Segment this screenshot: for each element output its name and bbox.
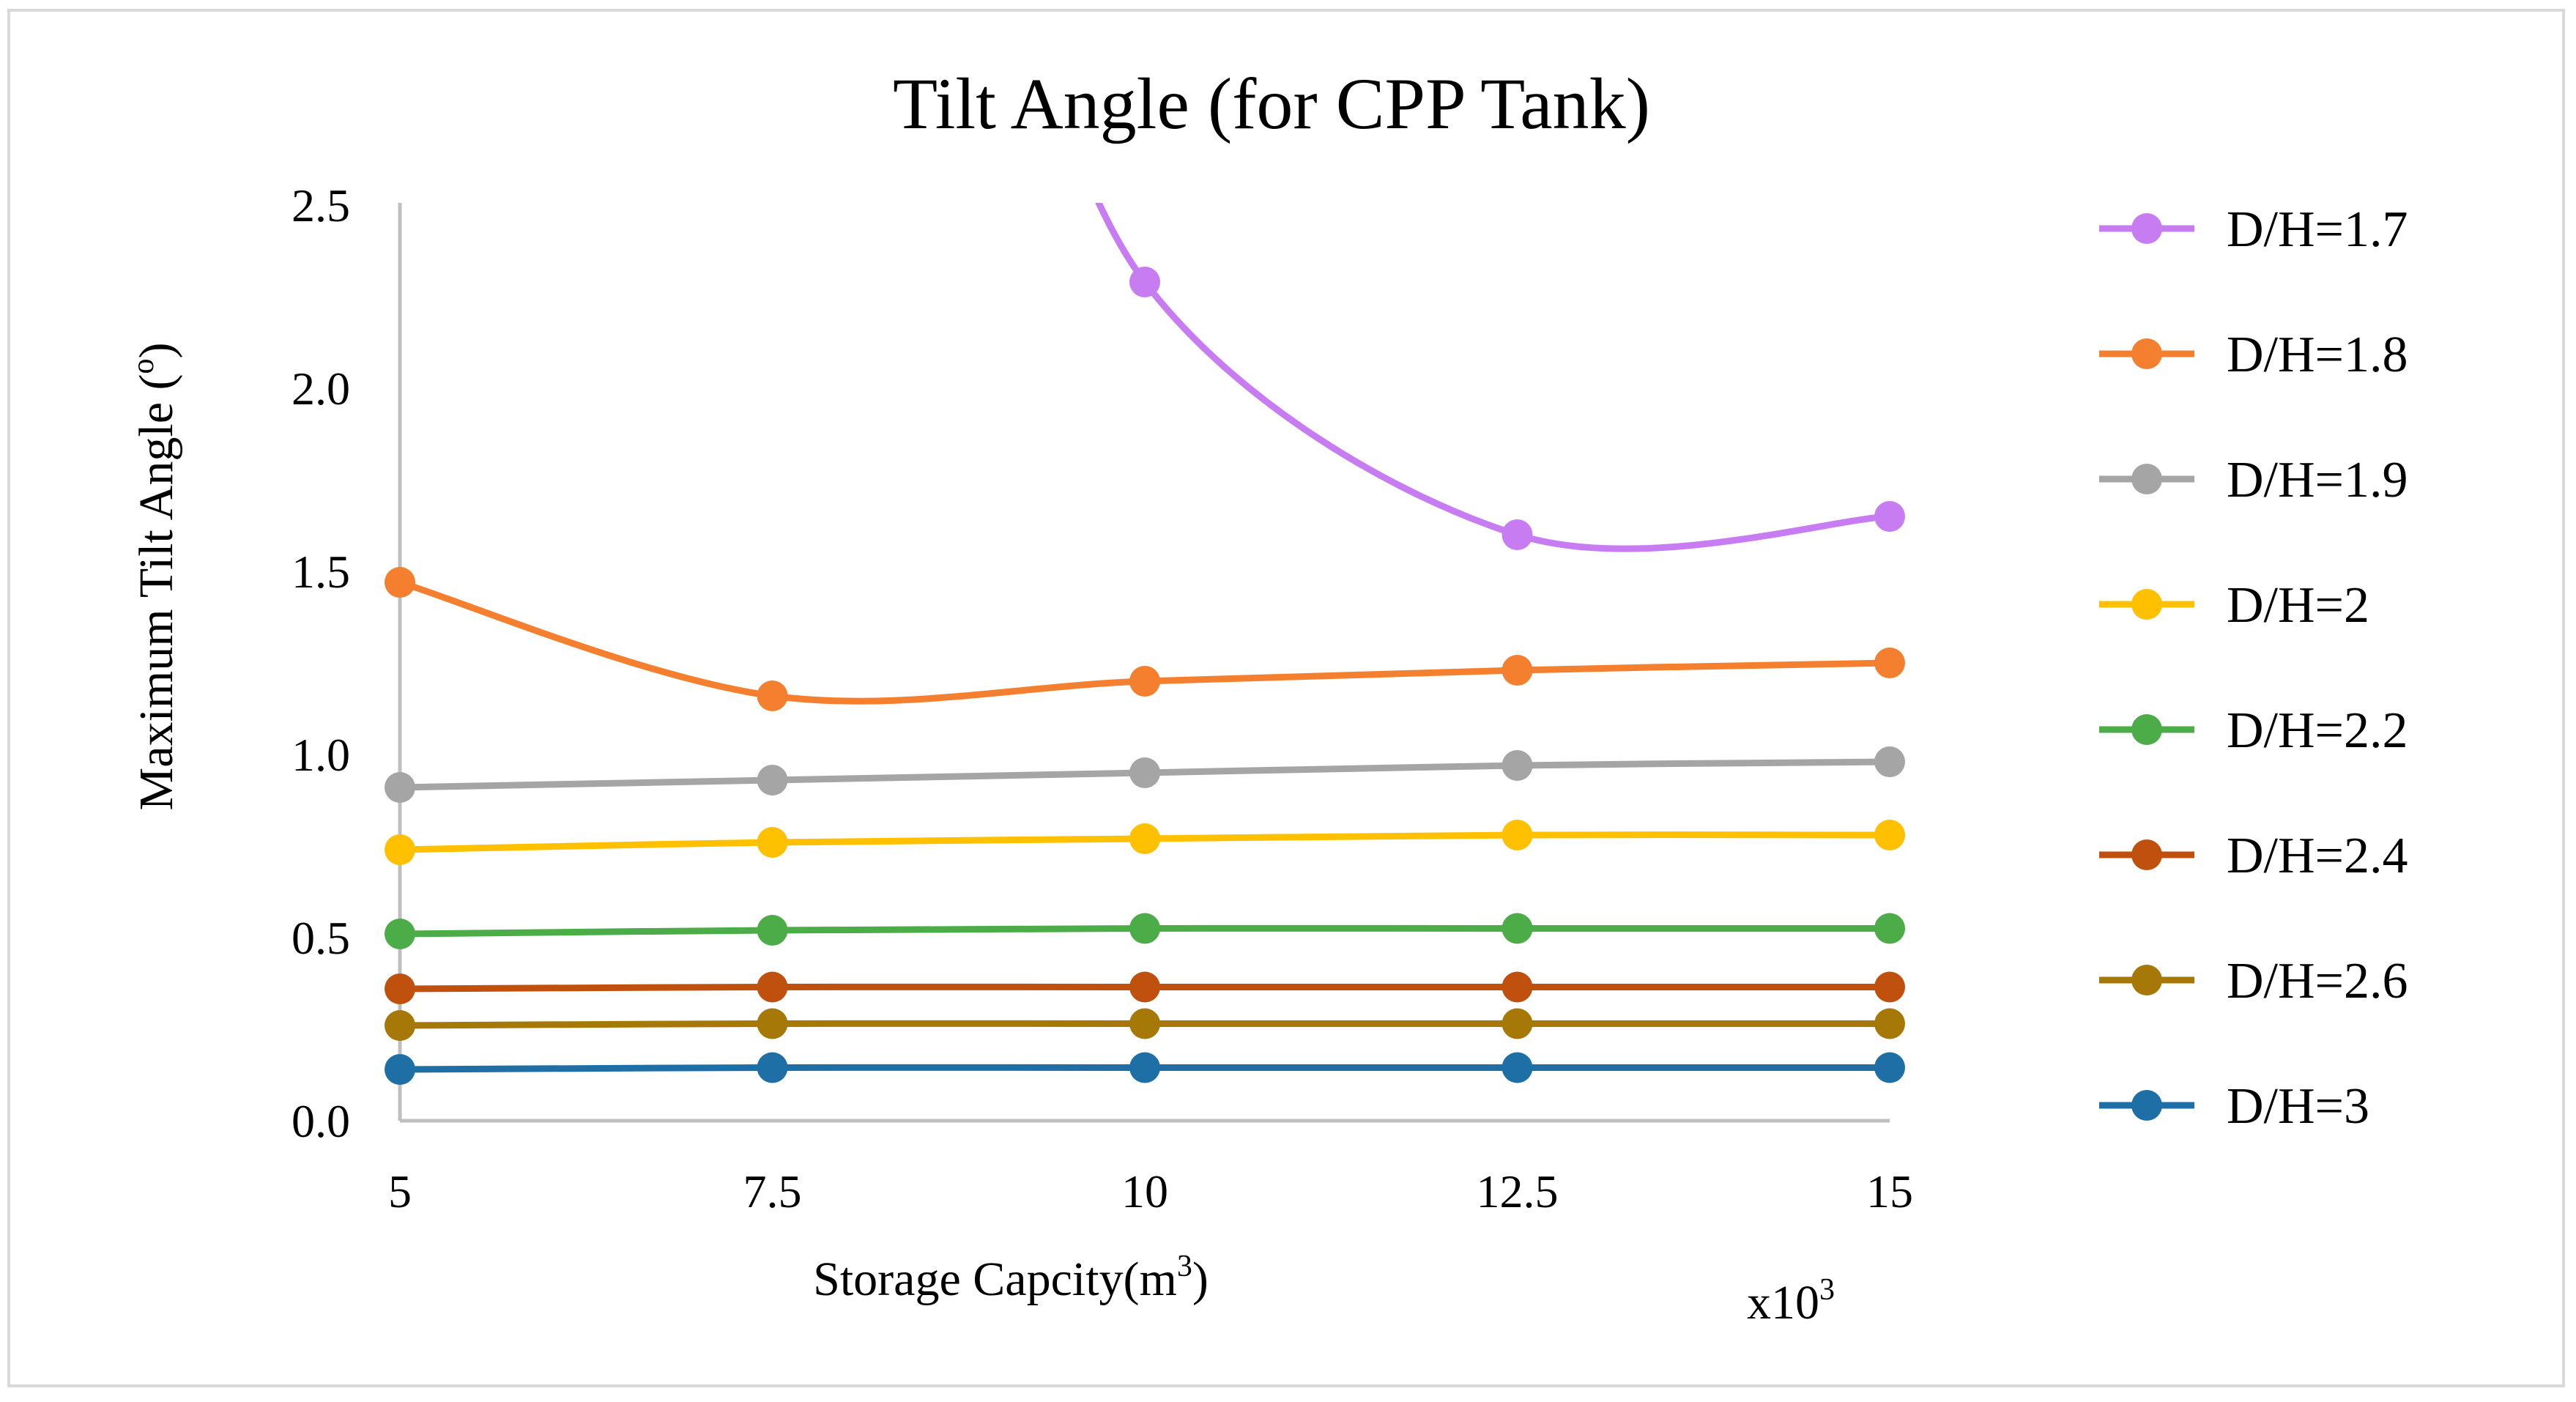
series-line-0 (1095, 203, 1893, 552)
data-point-1 (1129, 666, 1160, 697)
data-point-2 (757, 765, 788, 795)
legend-label-6: D/H=2.6 (2227, 953, 2408, 1009)
data-point-3 (757, 827, 788, 858)
legend: D/H=1.7 D/H=1.8 D/H=1.9 D/H=2 D/H=2.2 D/H=2.4… (2099, 201, 2408, 1135)
legend-label-5: D/H=2.4 (2227, 828, 2408, 884)
legend-label-2: D/H=1.9 (2227, 452, 2408, 508)
data-point-2 (1502, 750, 1533, 781)
data-point-3 (1502, 820, 1533, 850)
legend-marker-5 (2131, 839, 2162, 870)
x-axis-multiplier-superscript: 3 (1819, 1273, 1835, 1307)
x-tick-label: 12.5 (1477, 1165, 1559, 1217)
data-point-2 (385, 772, 415, 803)
data-point-6 (1874, 1008, 1905, 1039)
data-point-4 (385, 919, 415, 949)
x-tick-label: 5 (388, 1165, 412, 1217)
data-point-1 (385, 567, 415, 598)
data-point-7 (757, 1052, 788, 1083)
legend-label-4: D/H=2.2 (2227, 702, 2408, 759)
data-point-4 (1502, 913, 1533, 944)
y-tick-label: 1.0 (292, 729, 350, 781)
x-axis-title-text: Storage Capcity(m (813, 1253, 1177, 1306)
x-tick-label: 10 (1121, 1165, 1168, 1217)
legend-marker-2 (2131, 464, 2162, 494)
data-point-3 (1874, 820, 1905, 850)
data-point-0 (1129, 267, 1160, 297)
legend-marker-6 (2131, 965, 2162, 995)
y-axis-title-text: Maximum Tilt Angle ( (130, 374, 183, 811)
x-tick-label: 7.5 (743, 1165, 802, 1217)
data-point-5 (757, 971, 788, 1003)
data-point-7 (1874, 1052, 1905, 1083)
legend-label-1: D/H=1.8 (2227, 327, 2408, 383)
x-axis-title-superscript: 3 (1177, 1250, 1192, 1283)
y-axis-title: Maximum Tilt Angle (o) (127, 343, 183, 811)
data-point-6 (1129, 1008, 1160, 1039)
legend-label-3: D/H=2 (2227, 577, 2369, 634)
y-tick-label: 2.0 (292, 363, 350, 415)
data-point-2 (1874, 746, 1905, 777)
data-point-5 (1502, 971, 1533, 1003)
data-point-7 (1129, 1052, 1160, 1083)
legend-label-0: D/H=1.7 (2227, 201, 2408, 258)
x-axis-multiplier: x103 (1747, 1273, 1835, 1329)
y-tick-label: 2.5 (292, 179, 350, 231)
data-point-5 (1874, 971, 1905, 1003)
legend-marker-4 (2131, 714, 2162, 745)
data-point-4 (1874, 913, 1905, 944)
data-point-4 (1129, 913, 1160, 944)
data-point-4 (757, 915, 788, 946)
y-tick-label: 0.5 (292, 912, 350, 964)
x-tick-labels: 5 7.5 10 12.5 15 (388, 1165, 1913, 1217)
data-point-6 (385, 1010, 415, 1041)
legend-marker-7 (2131, 1090, 2162, 1121)
data-point-5 (1129, 971, 1160, 1003)
data-point-2 (1129, 757, 1160, 788)
data-point-6 (757, 1008, 788, 1039)
data-point-1 (757, 680, 788, 711)
data-point-5 (385, 973, 415, 1004)
data-point-7 (385, 1054, 415, 1085)
data-point-1 (1502, 655, 1533, 686)
y-tick-labels: 0.0 0.5 1.0 1.5 2.0 2.5 (292, 179, 350, 1147)
x-tick-label: 15 (1866, 1165, 1913, 1217)
x-axis-title-suffix: ) (1192, 1253, 1209, 1306)
data-point-3 (385, 834, 415, 865)
chart-title: Tilt Angle (for CPP Tank) (893, 63, 1650, 144)
data-point-3 (1129, 823, 1160, 854)
x-axis-title: Storage Capcity(m3) (813, 1250, 1209, 1306)
svg-text:Maximum Tilt Angle (o): Maximum Tilt Angle (o) (127, 343, 183, 811)
y-tick-label: 0.0 (292, 1095, 350, 1147)
data-point-0 (1874, 501, 1905, 532)
legend-label-7: D/H=3 (2227, 1078, 2369, 1135)
y-axis-title-superscript: o (127, 359, 160, 374)
y-tick-label: 1.5 (292, 546, 350, 598)
series-lines (396, 203, 1893, 1073)
legend-marker-3 (2131, 589, 2162, 620)
data-point-0 (1502, 519, 1533, 550)
legend-marker-1 (2131, 338, 2162, 369)
x-axis-multiplier-text: x10 (1747, 1276, 1819, 1329)
series-markers (385, 267, 1905, 1085)
legend-marker-0 (2131, 213, 2162, 244)
data-point-7 (1502, 1052, 1533, 1083)
data-point-6 (1502, 1008, 1533, 1039)
data-point-1 (1874, 648, 1905, 678)
y-axis-title-suffix: ) (130, 343, 183, 359)
